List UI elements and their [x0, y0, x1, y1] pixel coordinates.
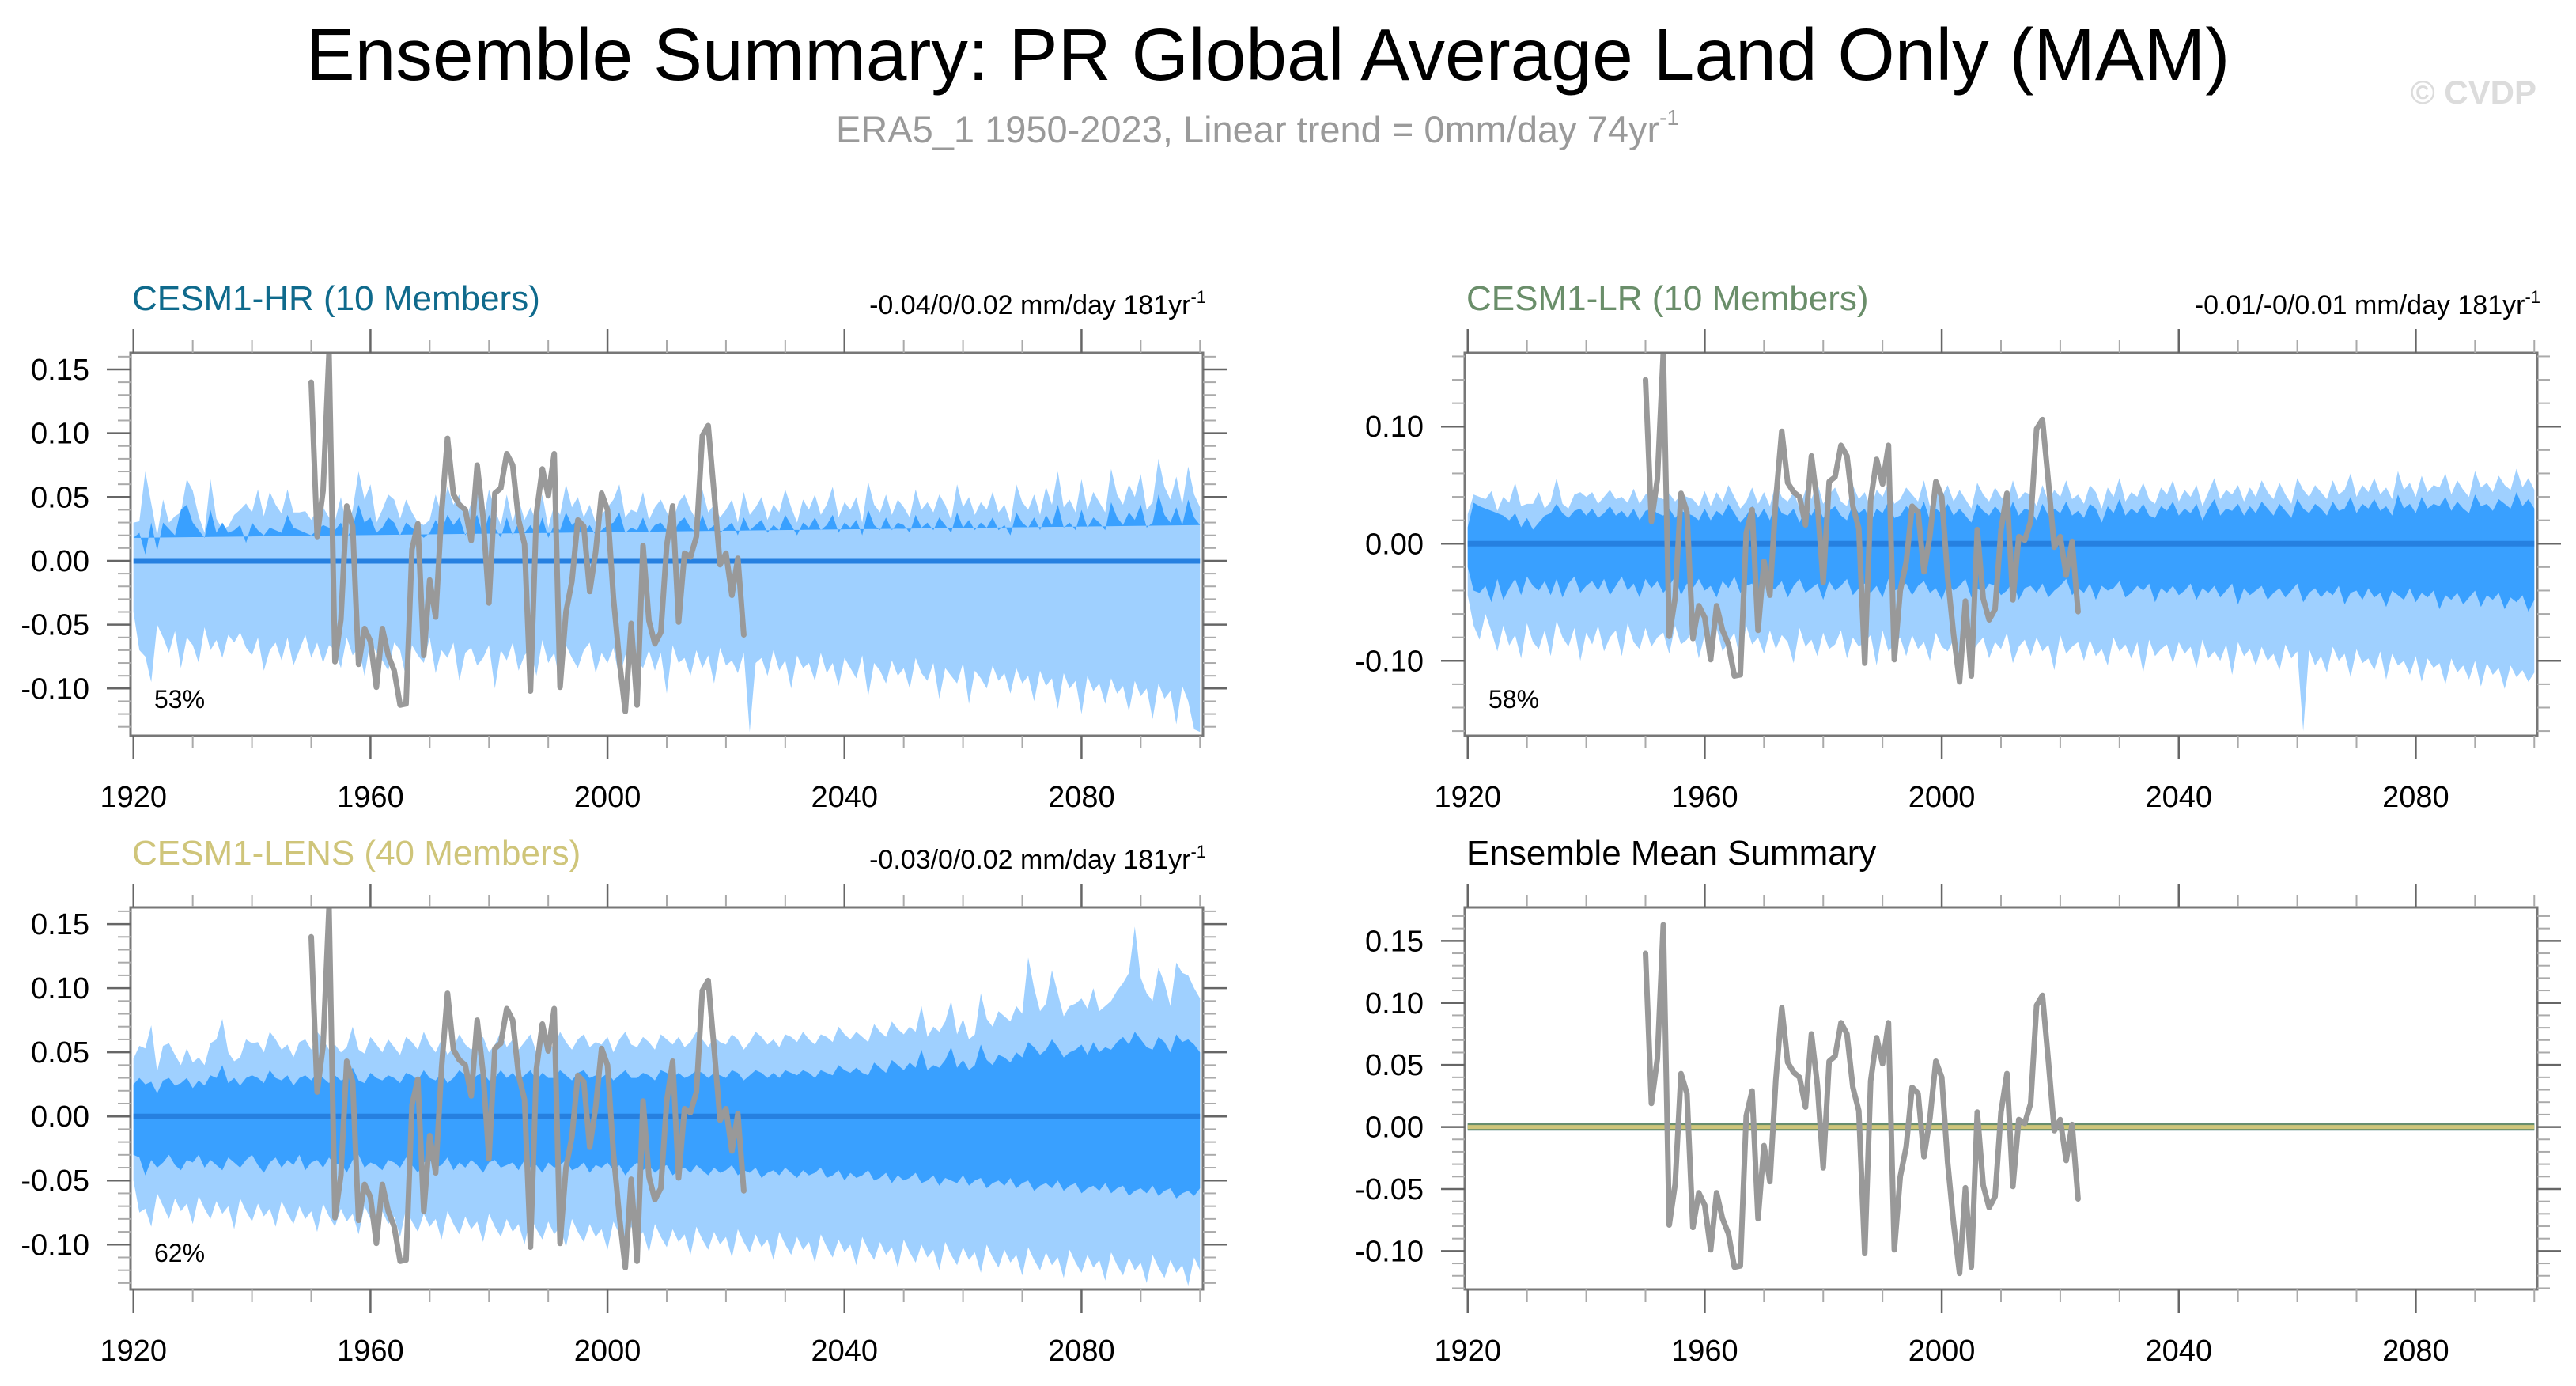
x-tick-label: 2040	[811, 1335, 878, 1368]
y-tick-label: 0.05	[31, 481, 89, 514]
panel-hr: CESM1-HR (10 Members) -0.04/0/0.02 mm/day…	[21, 279, 1227, 814]
panel-title-hr: CESM1-HR (10 Members)	[132, 279, 540, 318]
observations-line	[1643, 922, 2081, 1277]
y-tick-label: 0.05	[31, 1036, 89, 1070]
percent-label: 53%	[154, 685, 205, 714]
trend-value: -0.03/0/0.02 mm/day 181yr	[869, 845, 1190, 875]
trend-superscript: -1	[1190, 842, 1206, 862]
y-tick-label: -0.05	[21, 609, 89, 642]
percent-label: 58%	[1488, 685, 1539, 714]
plot-area-summary	[1467, 922, 2535, 1277]
trend-text-lr: -0.01/-0/0.01 mm/day 181yr-1	[2195, 287, 2540, 320]
y-tick-label: 0.15	[31, 908, 89, 941]
x-tick-label: 2000	[574, 781, 641, 814]
x-tick-label: 1960	[337, 1335, 404, 1368]
figure-subtitle: ERA5_1 1950-2023, Linear trend = 0mm/day…	[836, 105, 1679, 150]
y-tick-label: -0.05	[21, 1164, 89, 1198]
panel-lr: CESM1-LR (10 Members) -0.01/-0/0.01 mm/da…	[1355, 279, 2561, 814]
x-tick-label: 2080	[1048, 1335, 1115, 1368]
trend-text-lens: -0.03/0/0.02 mm/day 181yr-1	[869, 842, 1206, 875]
panel-summary: Ensemble Mean Summary 1920 1960 2000 2040 208…	[1355, 834, 2561, 1368]
x-tick-label: 2080	[2382, 1335, 2449, 1368]
cvdp-watermark: © CVDP	[2411, 74, 2536, 111]
panel-lens: CESM1-LENS (40 Members) -0.03/0/0.02 mm/d…	[21, 834, 1227, 1368]
y-tick-label: 0.05	[1365, 1049, 1424, 1082]
y-tick-label: 0.00	[1365, 528, 1424, 561]
y-tick-label: 0.15	[1365, 925, 1424, 958]
trend-text-hr: -0.04/0/0.02 mm/day 181yr-1	[869, 287, 1206, 320]
x-tick-label: 2000	[1908, 1335, 1976, 1368]
x-tick-label: 2040	[2145, 781, 2212, 814]
x-tick-label: 2080	[1048, 781, 1115, 814]
percent-label: 62%	[154, 1239, 205, 1267]
x-tick-label: 1920	[100, 1335, 167, 1368]
x-tick-label: 2000	[1908, 781, 1976, 814]
x-tick-label: 1960	[1671, 781, 1738, 814]
figure-title: Ensemble Summary: PR Global Average Land…	[306, 13, 2230, 96]
y-tick-label: 0.10	[31, 972, 89, 1005]
panel-title-lens: CESM1-LENS (40 Members)	[132, 834, 581, 873]
panel-title-lr: CESM1-LR (10 Members)	[1466, 279, 1869, 318]
trend-superscript: -1	[2525, 287, 2540, 307]
y-tick-label: 0.15	[31, 354, 89, 387]
x-tick-label: 2000	[574, 1335, 641, 1368]
y-tick-label: 0.00	[31, 1100, 89, 1134]
trend-value: -0.01/-0/0.01 mm/day 181yr	[2195, 290, 2525, 320]
x-tick-label: 1920	[1434, 781, 1501, 814]
y-tick-label: 0.10	[31, 418, 89, 451]
x-tick-label: 1920	[1434, 1335, 1501, 1368]
plot-area-lens	[133, 907, 1201, 1286]
observations-line	[308, 353, 747, 714]
y-tick-label: 0.00	[31, 545, 89, 578]
x-tick-label: 2040	[811, 781, 878, 814]
plot-area-hr	[133, 353, 1201, 733]
y-tick-label: 0.00	[1365, 1111, 1424, 1145]
y-tick-label: 0.10	[1365, 411, 1424, 444]
x-tick-label: 2040	[2145, 1335, 2212, 1368]
panel-title-summary: Ensemble Mean Summary	[1466, 834, 1876, 873]
y-tick-label: -0.05	[1355, 1173, 1424, 1206]
plot-area-lr	[1467, 353, 2535, 732]
y-tick-label: 0.10	[1365, 987, 1424, 1021]
y-tick-label: -0.10	[21, 672, 89, 706]
x-tick-label: 1960	[337, 781, 404, 814]
subtitle-superscript: -1	[1659, 105, 1679, 130]
y-tick-label: -0.10	[1355, 1235, 1424, 1268]
trend-value: -0.04/0/0.02 mm/day 181yr	[869, 290, 1190, 320]
trend-superscript: -1	[1190, 287, 1206, 307]
x-tick-label: 1920	[100, 781, 167, 814]
panels: CESM1-HR (10 Members) -0.04/0/0.02 mm/day…	[21, 279, 2561, 1368]
x-tick-label: 1960	[1671, 1335, 1738, 1368]
observations-line	[1643, 353, 2081, 685]
x-tick-label: 2080	[2382, 781, 2449, 814]
observations-line	[308, 907, 747, 1270]
subtitle-text: ERA5_1 1950-2023, Linear trend = 0mm/day…	[836, 108, 1659, 150]
outer-spread-band	[133, 458, 1201, 733]
y-tick-label: -0.10	[1355, 645, 1424, 678]
y-tick-label: -0.10	[21, 1229, 89, 1262]
